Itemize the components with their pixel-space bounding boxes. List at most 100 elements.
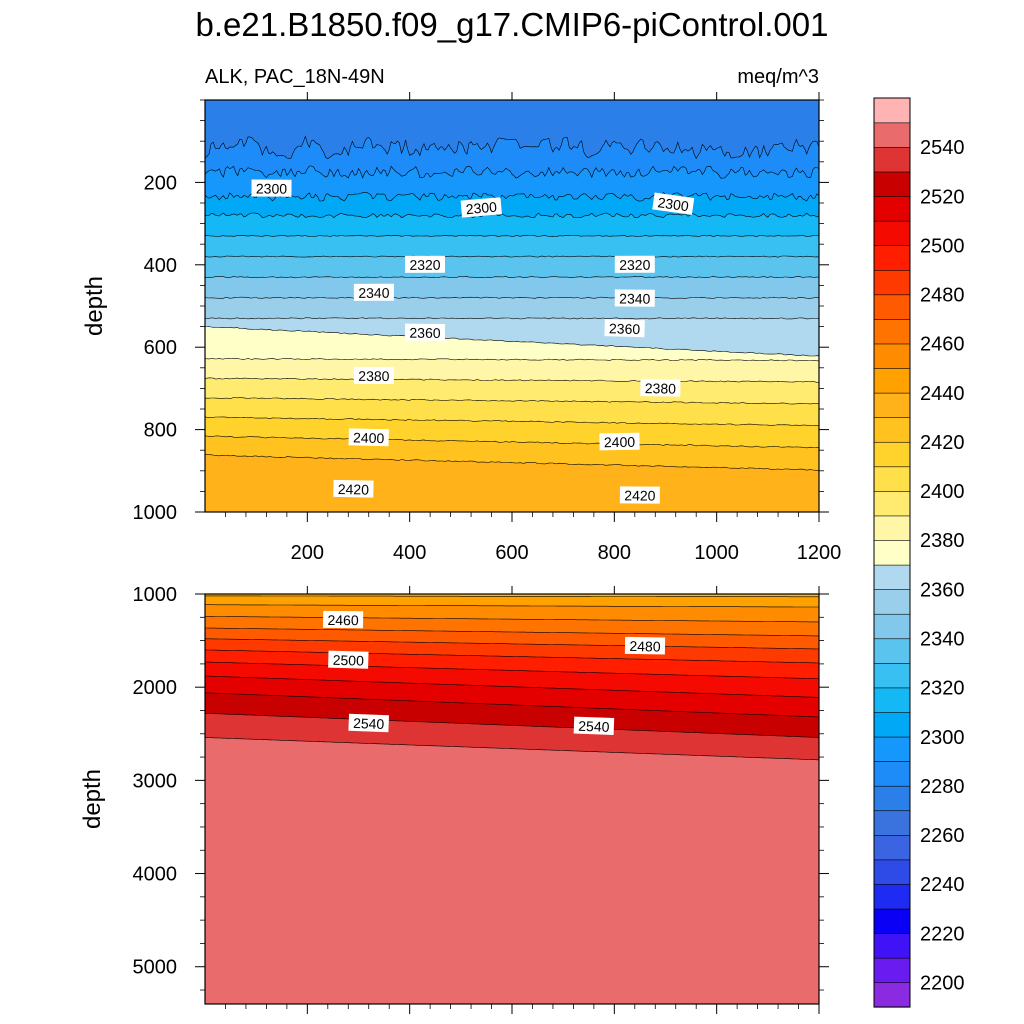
contour-line xyxy=(205,317,819,320)
colorbar-swatch xyxy=(873,613,911,640)
contour-label-text: 2300 xyxy=(657,194,690,214)
contour-label: 2420 xyxy=(619,486,660,504)
contour-label-box xyxy=(640,379,681,397)
colorbar-swatch xyxy=(873,392,911,418)
contour-label-box xyxy=(328,650,369,669)
colorbar-swatch xyxy=(873,539,911,566)
x-tick-label: 800 xyxy=(598,542,631,564)
colorbar-swatch xyxy=(873,220,911,247)
x-tick-label: 1200 xyxy=(797,542,842,564)
contour-label-text: 2340 xyxy=(358,285,389,301)
colorbar-tick-label: 2540 xyxy=(920,137,965,159)
colorbar-tick-label: 2360 xyxy=(920,579,965,601)
contour-label: 2360 xyxy=(604,319,645,338)
contour-label-box xyxy=(652,192,695,215)
contour-label-box xyxy=(599,432,640,451)
contour-label: 2300 xyxy=(652,192,695,215)
contour-label-text: 2320 xyxy=(619,257,650,273)
contour-label-box xyxy=(614,289,655,307)
contour-label-text: 2460 xyxy=(327,612,358,628)
colorbar-swatch xyxy=(873,515,911,541)
colorbar-tick-label: 2400 xyxy=(920,481,965,503)
contour-label: 2320 xyxy=(404,255,446,273)
lower-axes: 1000 2000 3000 4000 5000 xyxy=(133,584,829,1014)
colorbar-tick-label: 2200 xyxy=(920,972,965,994)
colorbar-swatch xyxy=(873,736,911,762)
contour-label: 2380 xyxy=(353,366,394,385)
colorbar-swatch xyxy=(873,269,911,296)
upper-contour-labels: 2300 2300 2300 2320 2320 2340 2340 2360 2360 2380… xyxy=(251,179,695,504)
contour-label-text: 2480 xyxy=(629,638,661,655)
contour-label-text: 2320 xyxy=(409,257,440,273)
contour-line xyxy=(205,357,819,362)
contour-label-text: 2400 xyxy=(353,429,385,446)
colorbar-swatch xyxy=(873,343,911,369)
contour-label-text: 2360 xyxy=(409,325,441,341)
contour-label-box xyxy=(404,323,446,342)
contour-line xyxy=(205,737,819,761)
y-tick-label: 600 xyxy=(144,337,177,359)
contour-label-text: 2380 xyxy=(645,380,677,396)
colorbar-swatch xyxy=(873,171,911,197)
colorbar-tick-label: 2520 xyxy=(920,186,965,208)
contour-line xyxy=(205,595,819,598)
colorbar-tick-label: 2480 xyxy=(920,285,965,307)
contour-label-box xyxy=(348,428,389,447)
chart-title: b.e21.B1850.f09_g17.CMIP6-piControl.001 xyxy=(196,6,829,43)
contour-label-box xyxy=(614,255,655,273)
colorbar: 2200 2220 2240 2260 2280 2300 2320 2340 2360 2380… xyxy=(873,97,965,1008)
contour-label-text: 2540 xyxy=(353,715,385,732)
contour-line xyxy=(205,661,819,680)
contour-line xyxy=(205,692,819,718)
contour-label: 2480 xyxy=(624,636,666,655)
colorbar-swatch xyxy=(873,589,911,615)
colorbar-tick-label: 2260 xyxy=(920,825,965,847)
contour-label-box xyxy=(251,179,292,197)
colorbar-swatch xyxy=(873,195,911,222)
x-tick-label: 200 xyxy=(291,542,324,564)
contour-label-box xyxy=(624,636,666,655)
contour-label-box xyxy=(619,486,660,504)
y-tick-label: 1000 xyxy=(133,502,178,524)
colorbar-swatch xyxy=(873,761,911,787)
x-tick-label: 400 xyxy=(393,542,426,564)
upper-contour-lines xyxy=(205,135,819,471)
contour-label: 2300 xyxy=(460,197,502,218)
contour-label-box xyxy=(323,610,364,629)
colorbar-swatch xyxy=(873,810,911,836)
colorbar-swatch xyxy=(873,97,911,124)
colorbar-frame xyxy=(873,97,911,1008)
contour-line xyxy=(205,296,819,299)
lower-contour-lines xyxy=(205,595,819,761)
contour-line xyxy=(205,454,819,471)
contour-label: 2320 xyxy=(614,255,655,273)
colorbar-swatch xyxy=(873,146,911,173)
upper-contour-fills xyxy=(205,100,819,512)
upper-axes: 200 400 600 800 1000 1200 200 400 600 800 1000 xyxy=(133,92,842,564)
contour-line xyxy=(205,235,819,237)
contour-line xyxy=(205,675,819,698)
contour-line xyxy=(205,165,819,179)
contour-label-text: 2340 xyxy=(619,290,650,306)
lower-contour-fills xyxy=(205,594,819,1004)
contour-label-text: 2300 xyxy=(256,181,287,197)
contour-label-text: 2300 xyxy=(465,199,498,218)
contour-label: 2340 xyxy=(614,289,655,307)
colorbar-tick-label: 2420 xyxy=(920,432,965,454)
y-tick-label: 200 xyxy=(144,172,177,194)
colorbar-tick-label: 2500 xyxy=(920,235,965,257)
colorbar-tick-label: 2340 xyxy=(920,629,965,651)
colorbar-swatch xyxy=(873,711,911,738)
contour-line xyxy=(205,397,819,405)
contour-label: 2420 xyxy=(333,479,374,498)
colorbar-swatch xyxy=(873,441,911,468)
colorbar-swatch xyxy=(873,466,911,492)
colorbar-swatch xyxy=(873,908,911,934)
y-tick-label: 2000 xyxy=(133,677,178,699)
contour-label: 2300 xyxy=(251,179,292,197)
contour-label-box xyxy=(604,319,645,338)
colorbar-swatch xyxy=(873,367,911,394)
colorbar-tick-label: 2240 xyxy=(920,874,965,896)
colorbar-tick-label: 2380 xyxy=(920,530,965,552)
colorbar-tick-label: 2440 xyxy=(920,383,965,405)
